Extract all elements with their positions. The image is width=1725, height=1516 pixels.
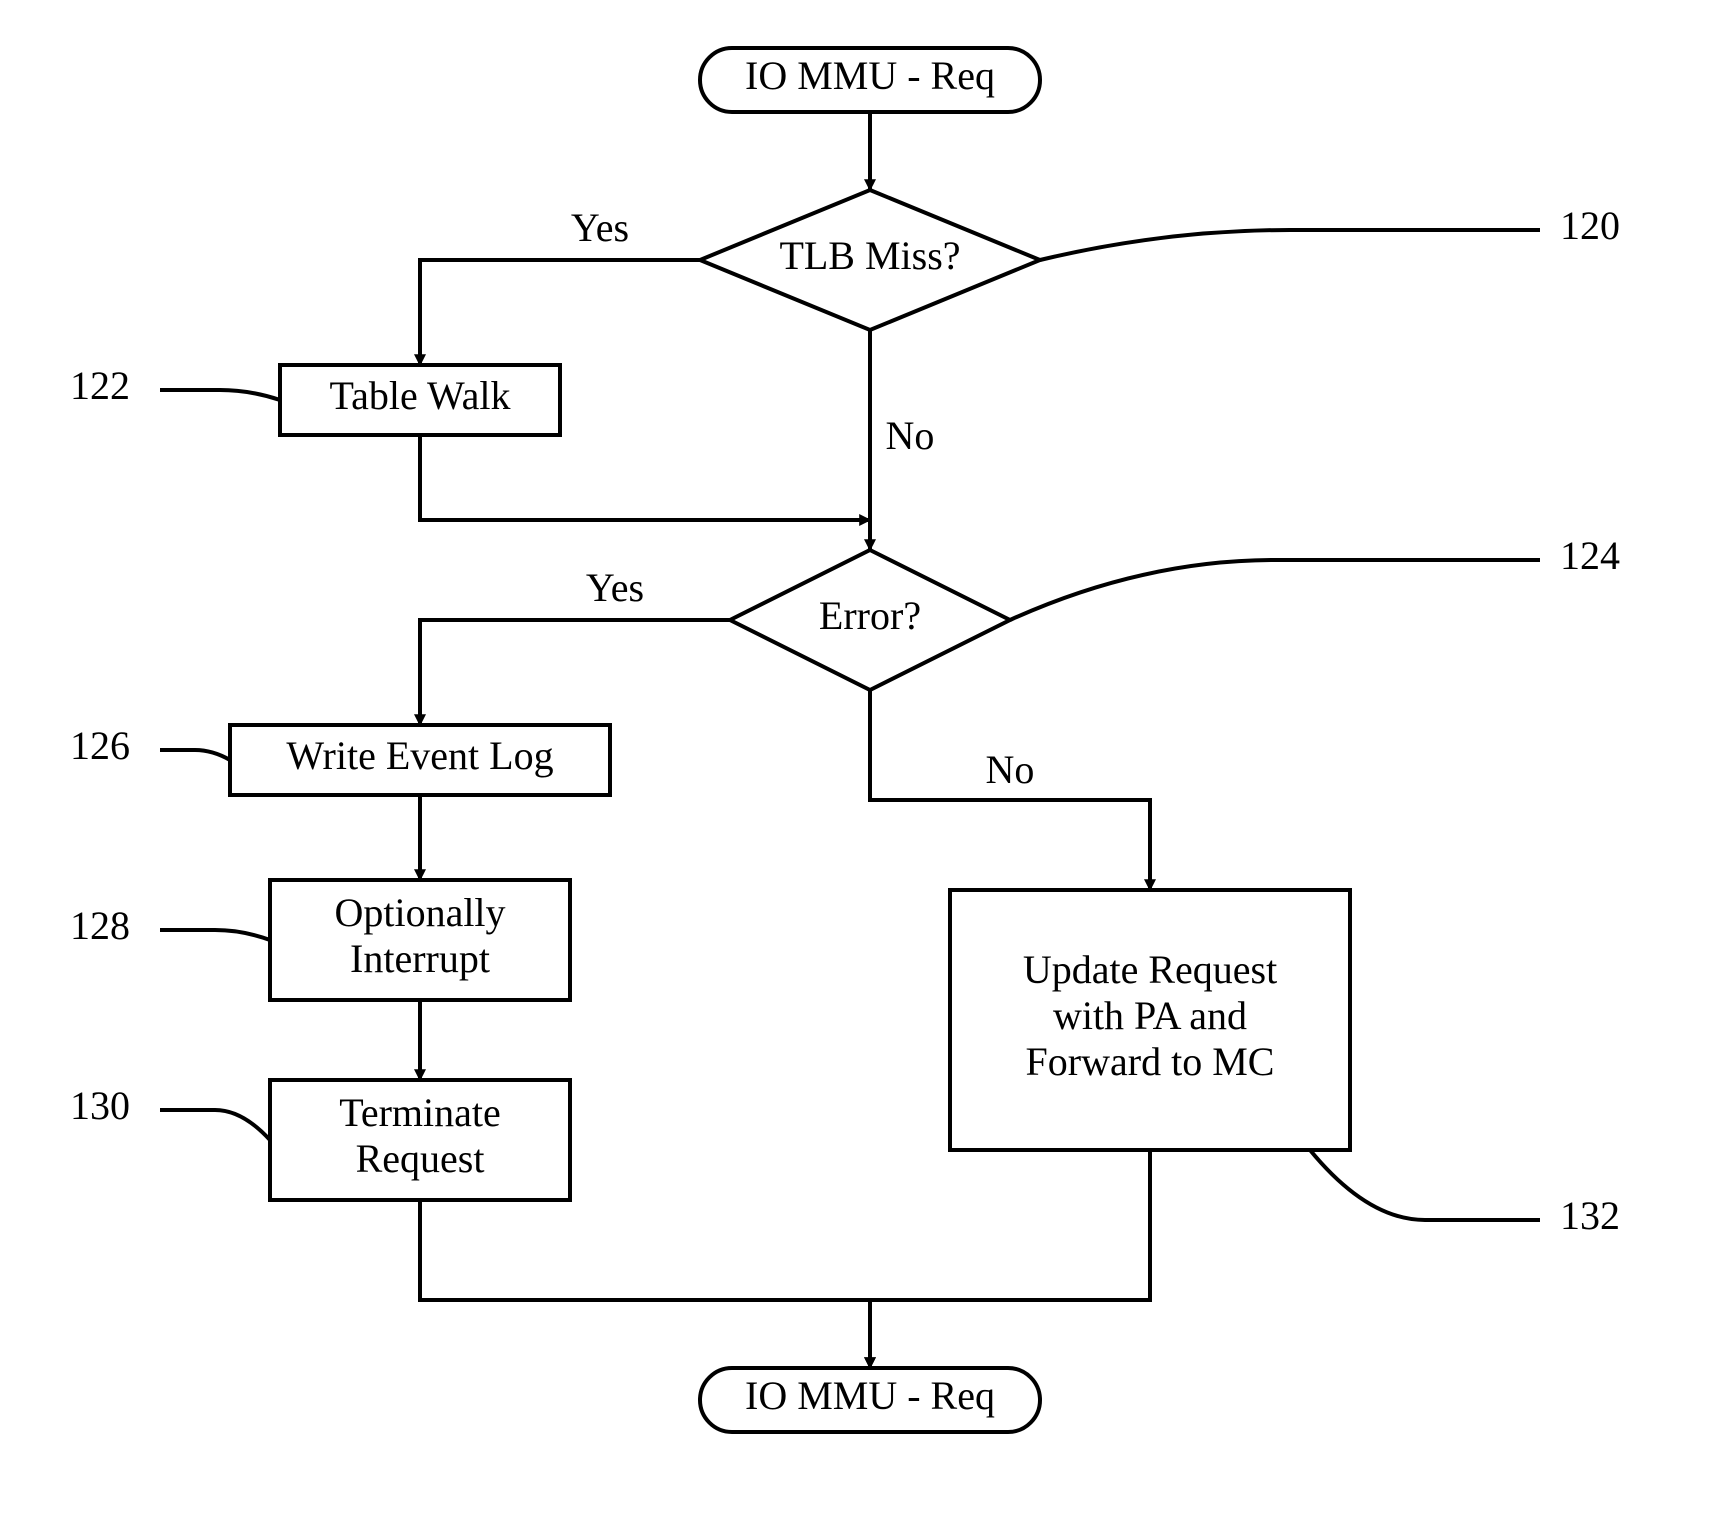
edge-terminate-end [420, 1200, 870, 1368]
ref-132: 132 [1560, 1193, 1620, 1238]
node-label: Update Requestwith PA andForward to MC [1023, 947, 1277, 1084]
node-table_walk: Table Walk [280, 365, 560, 435]
node-label: IO MMU - Req [745, 53, 995, 98]
leader-128 [160, 930, 270, 940]
node-label: Table Walk [330, 373, 511, 418]
edge-tlb_miss-table_walk-h [420, 260, 700, 280]
node-end: IO MMU - Req [700, 1368, 1040, 1432]
node-start: IO MMU - Req [700, 48, 1040, 112]
node-write_log: Write Event Log [230, 725, 610, 795]
ref-128: 128 [70, 903, 130, 948]
leader-120 [1040, 230, 1540, 260]
node-error: Error? [730, 550, 1010, 690]
node-tlb_miss: TLB Miss? [700, 190, 1040, 330]
ref-130: 130 [70, 1083, 130, 1128]
edge-update-end [870, 1150, 1150, 1368]
ref-126: 126 [70, 723, 130, 768]
node-label: TerminateRequest [339, 1090, 501, 1181]
edge-label: Yes [571, 205, 629, 250]
leader-122 [160, 390, 280, 400]
ref-120: 120 [1560, 203, 1620, 248]
leader-124 [1010, 560, 1540, 620]
node-label: Error? [819, 593, 921, 638]
ref-122: 122 [70, 363, 130, 408]
edge-label: No [886, 413, 935, 458]
leader-130 [160, 1110, 270, 1140]
edge-label: No [986, 747, 1035, 792]
node-update: Update Requestwith PA andForward to MC [950, 890, 1350, 1150]
node-label: IO MMU - Req [745, 1373, 995, 1418]
leader-132 [1310, 1150, 1540, 1220]
edge-label: Yes [586, 565, 644, 610]
node-label: OptionallyInterrupt [334, 890, 505, 981]
node-terminate: TerminateRequest [270, 1080, 570, 1200]
node-opt_int: OptionallyInterrupt [270, 880, 570, 1000]
edge-error-write_log-h [420, 620, 730, 640]
node-label: Write Event Log [286, 733, 553, 778]
ref-124: 124 [1560, 533, 1620, 578]
edge-table_walk-error [420, 435, 870, 520]
flowchart-canvas: IO MMU - Req TLB Miss? Table Walk Error? Wri… [0, 0, 1725, 1516]
node-label: TLB Miss? [779, 233, 960, 278]
leader-126 [160, 750, 230, 760]
